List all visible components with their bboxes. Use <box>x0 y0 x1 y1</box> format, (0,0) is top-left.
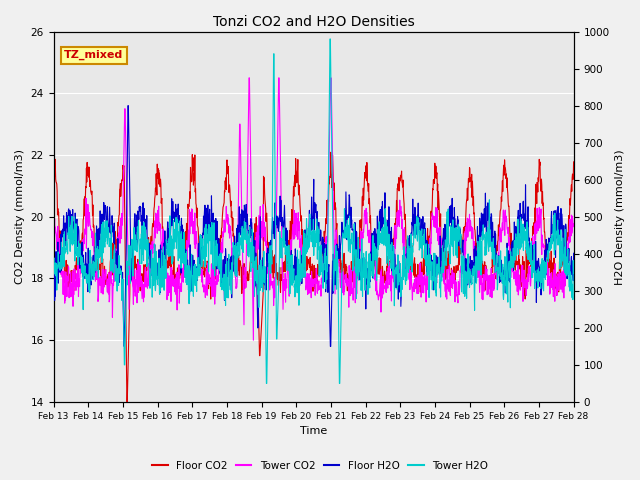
Y-axis label: H2O Density (mmol/m3): H2O Density (mmol/m3) <box>615 149 625 285</box>
Text: TZ_mixed: TZ_mixed <box>64 50 123 60</box>
Title: Tonzi CO2 and H2O Densities: Tonzi CO2 and H2O Densities <box>212 15 415 29</box>
Y-axis label: CO2 Density (mmol/m3): CO2 Density (mmol/m3) <box>15 149 25 284</box>
Legend: Floor CO2, Tower CO2, Floor H2O, Tower H2O: Floor CO2, Tower CO2, Floor H2O, Tower H… <box>148 456 492 475</box>
X-axis label: Time: Time <box>300 426 327 436</box>
